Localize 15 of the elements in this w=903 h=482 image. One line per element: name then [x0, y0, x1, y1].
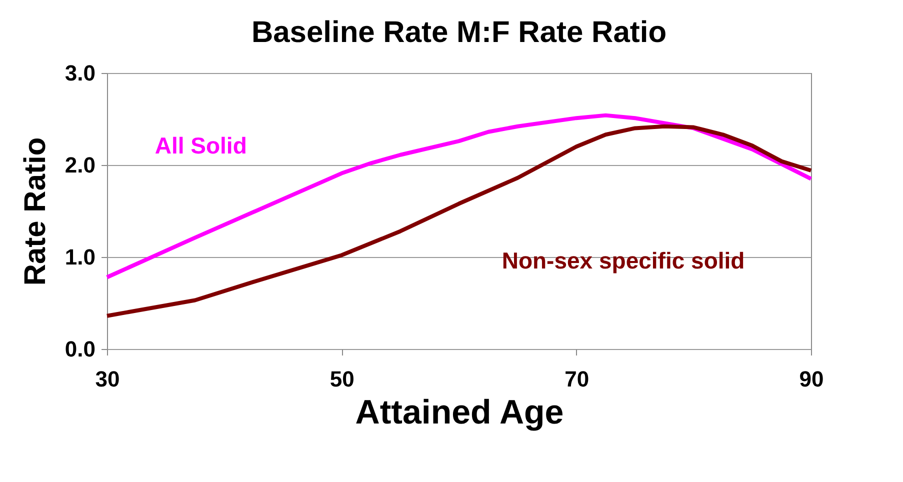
y-tick-label: 1.0 — [64, 244, 96, 270]
y-tick-label: 2.0 — [64, 152, 96, 178]
x-axis-title: Attained Age — [355, 394, 564, 432]
y-tick-label: 0.0 — [64, 336, 96, 362]
text: All Solid — [154, 132, 247, 159]
line-series — [105, 113, 813, 280]
x-tick-label: 70 — [564, 366, 590, 392]
line-series — [105, 124, 813, 318]
x-tick-label: 30 — [95, 366, 120, 392]
x-tick-label: 50 — [330, 366, 354, 392]
y-axis-title: Rate Ratio — [18, 137, 52, 286]
chart-title: Baseline Rate M:F Rate Ratio — [251, 16, 667, 49]
y-tick-label: 3.0 — [64, 60, 96, 86]
text: Non-sex specific solid — [502, 248, 745, 274]
x-tick-label: 90 — [799, 366, 824, 392]
